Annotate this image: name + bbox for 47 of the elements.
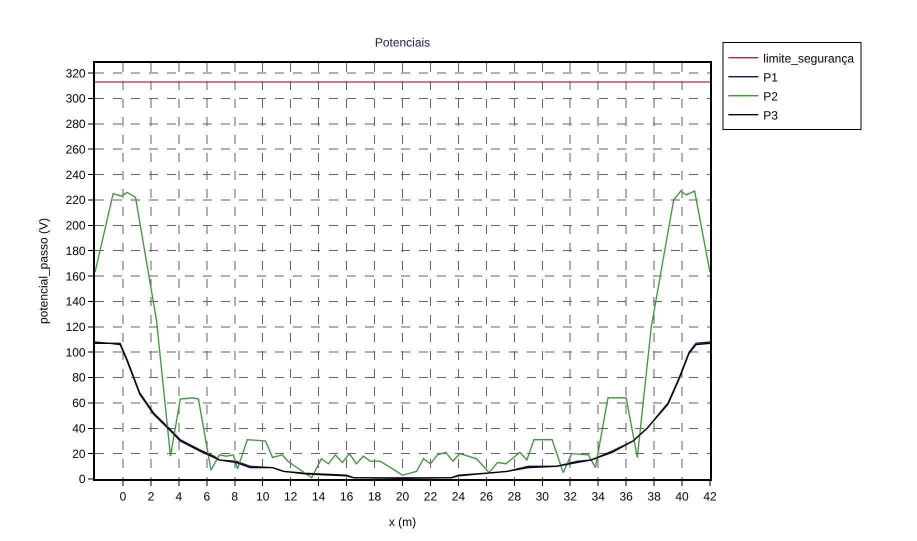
- x-tick-label: 36: [619, 489, 634, 504]
- y-tick-label: 140: [66, 294, 86, 309]
- x-tick-label: 6: [203, 489, 210, 504]
- line-series: [95, 190, 710, 478]
- x-tick-label: 16: [340, 489, 354, 504]
- x-tick-label: 20: [396, 489, 410, 504]
- x-tick-label: 22: [424, 489, 438, 504]
- legend-label: limite_segurança: [763, 51, 854, 66]
- x-tick-label: 12: [284, 489, 298, 504]
- legend-label: P3: [763, 108, 778, 122]
- y-tick-label: 260: [66, 142, 86, 156]
- x-tick-label: 4: [176, 489, 183, 504]
- y-tick-label: 0: [78, 472, 86, 486]
- y-tick-label: 200: [66, 218, 86, 233]
- x-tick-label: 2: [148, 489, 155, 504]
- chart-title: Potenciais: [374, 35, 430, 50]
- y-tick-label: 100: [66, 345, 86, 360]
- x-tick-label: 0: [120, 489, 127, 504]
- x-tick-label: 34: [592, 489, 606, 504]
- x-tick-label: 28: [508, 489, 522, 504]
- x-tick-label: 8: [231, 489, 238, 504]
- y-tick-label: 320: [66, 66, 86, 80]
- x-tick-label: 42: [703, 489, 717, 504]
- x-tick-label: 30: [536, 489, 550, 504]
- y-tick-label: 20: [72, 446, 86, 461]
- x-tick-label: 40: [675, 489, 690, 504]
- x-tick-label: 24: [452, 489, 466, 504]
- x-tick-label: 38: [647, 489, 662, 504]
- y-tick-label: 120: [66, 320, 86, 334]
- x-axis-title: x (m): [388, 514, 416, 529]
- x-tick-label: 14: [312, 489, 326, 504]
- y-tick-label: 160: [66, 269, 86, 284]
- y-tick-label: 60: [72, 396, 86, 410]
- legend-label: P2: [763, 89, 778, 104]
- legend-label: P1: [763, 70, 778, 84]
- y-tick-label: 40: [72, 421, 86, 436]
- x-tick-label: 32: [564, 489, 578, 504]
- y-tick-label: 280: [66, 117, 86, 132]
- x-tick-label: 10: [256, 489, 270, 504]
- y-tick-label: 300: [66, 92, 86, 106]
- y-axis-title: potencial_passo (V): [36, 218, 50, 324]
- y-tick-label: 80: [72, 370, 86, 385]
- y-tick-label: 240: [66, 168, 86, 182]
- y-tick-label: 180: [66, 244, 86, 258]
- x-tick-label: 26: [480, 489, 494, 504]
- y-tick-label: 220: [66, 193, 86, 208]
- x-tick-label: 18: [368, 489, 382, 504]
